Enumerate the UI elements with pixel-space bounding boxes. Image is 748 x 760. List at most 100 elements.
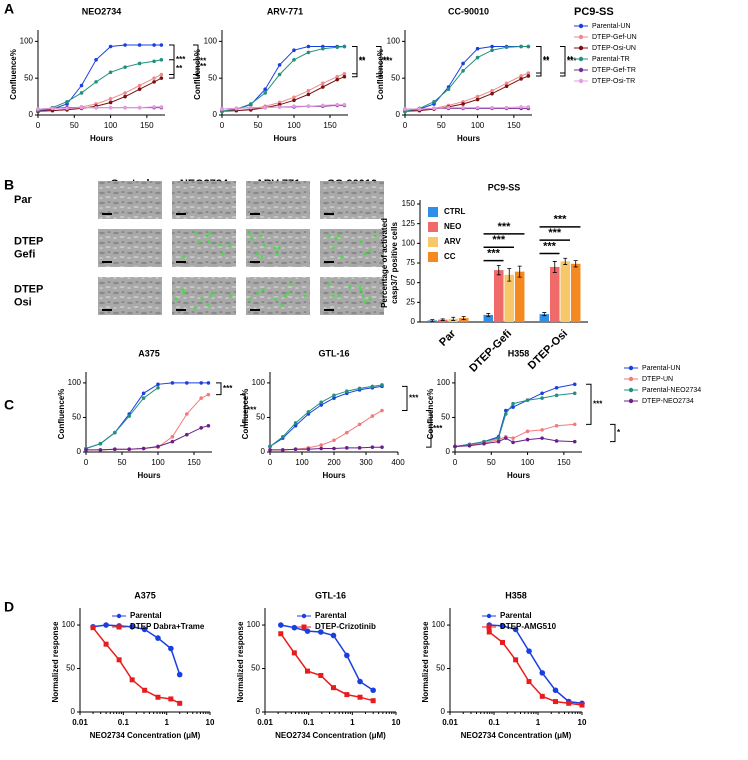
marker [123,65,127,69]
marker [206,423,211,428]
significance-label: *** [409,394,419,403]
y-tick-label: 50 [256,413,265,422]
error-bar [486,312,491,317]
legend-marker [578,78,584,84]
y-tick-label: 50 [24,73,33,82]
marker [137,43,142,47]
error-bar [517,265,522,278]
marker [137,105,142,110]
marker [268,448,272,452]
marker [318,672,324,678]
marker [475,94,480,99]
marker [306,44,311,49]
x-tick-label: 100 [104,121,118,130]
series-line [404,46,529,112]
significance-bracket [402,385,408,412]
marker [499,623,506,629]
row-label: DTEP [14,283,43,295]
micrograph [172,277,236,315]
y-tick-label: 100 [432,620,446,629]
marker [176,671,183,678]
marker [417,107,422,111]
legend-label: DTEP-Gef-UN [592,34,637,41]
marker [572,422,577,427]
green-cell [275,252,279,256]
marker [293,421,298,425]
marker [526,679,532,685]
green-cell [174,297,178,301]
legend-label: Parental-UN [592,23,631,30]
green-cell [255,252,259,256]
legend-marker [301,624,307,630]
y-tick-label: 75 [406,258,415,267]
y-axis-label: Confluence% [57,389,66,440]
marker [554,385,559,390]
marker [504,45,509,50]
y-axis-label: Confluence% [241,389,250,440]
series-line [221,76,345,112]
x-tick-label: 300 [359,458,373,467]
marker [177,700,183,706]
marker [277,105,282,109]
marker [249,102,253,106]
marker [526,74,531,78]
green-cell [206,303,210,307]
y-tick-label: 50 [436,664,445,673]
x-tick-label: 100 [151,458,165,467]
marker [199,396,203,400]
marker [304,668,310,674]
marker [475,55,480,60]
chart-title: H358 [505,590,527,600]
legend-marker [628,365,634,371]
green-cell [331,294,335,298]
series-line [221,104,345,110]
significance-label: *** [487,248,501,260]
bar [514,271,525,322]
chart-title: NEO2734 [82,6,122,16]
marker [277,622,284,628]
significance-bracket [586,383,592,425]
marker [461,61,465,66]
marker [304,628,311,634]
marker [292,98,296,103]
micrograph [172,229,236,267]
marker [332,396,336,400]
marker [234,106,239,111]
y-tick-label: 0 [261,447,266,456]
green-cell [194,231,198,235]
y-tick-label: 0 [411,317,416,326]
marker [496,439,501,444]
significance-bracket [536,46,542,74]
x-tick-label: 0.01 [257,718,273,727]
series-line [86,394,209,451]
legend-label: Parental-UN [642,365,681,372]
y-tick-label: 100 [204,36,218,45]
marker [156,385,160,390]
marker [432,106,436,111]
marker [519,44,523,49]
green-cell [259,234,263,238]
significance-bracket [376,46,382,75]
significance-label: *** [498,221,512,233]
x-tick-label: 100 [471,121,485,130]
marker [306,50,311,55]
significance-label: ** [543,56,550,65]
legend-label: DTEP-Osi-UN [592,45,636,52]
marker [199,381,203,385]
marker [94,80,98,84]
marker [475,46,480,51]
marker [123,105,127,110]
green-cell [359,288,363,292]
green-cell [289,282,293,286]
marker [380,408,384,413]
error-bar [461,316,466,321]
significance-bracket [610,423,616,443]
series-line [269,385,383,447]
series-line [404,46,529,112]
series-line [85,382,209,449]
panel-label: D [4,599,14,615]
marker [98,441,103,446]
legend-label: DTEP-Gef-TR [592,67,636,74]
x-tick-label: 0 [84,458,89,467]
legend-label: CTRL [444,207,465,216]
